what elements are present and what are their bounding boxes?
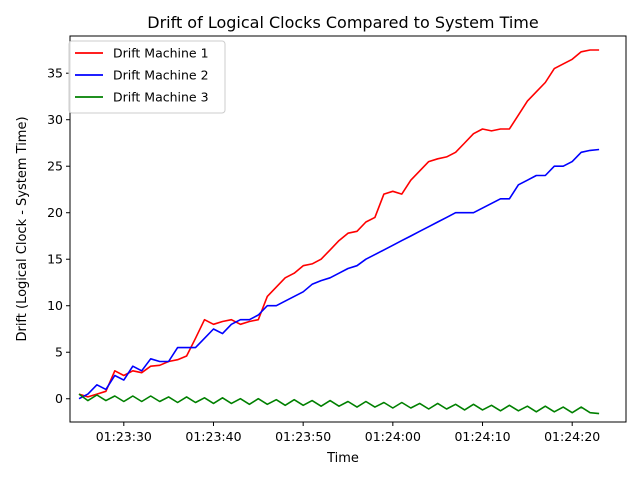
y-tick-label: 20 (47, 205, 63, 220)
legend-box (68, 40, 226, 114)
y-tick-label: 25 (47, 159, 63, 174)
x-tick-label: 01:24:00 (365, 429, 421, 444)
y-axis-label: Drift (Logical Clock - System Time) (15, 116, 30, 341)
x-tick-label: 01:23:40 (185, 429, 241, 444)
legend: Drift Machine 1 Drift Machine 2 Drift Mach… (68, 40, 226, 114)
legend-label-machine-2: Drift Machine 2 (113, 68, 209, 83)
y-tick-label: 35 (47, 66, 63, 81)
chart-title: Drift of Logical Clocks Compared to Syst… (147, 13, 538, 32)
series-line-machine-2 (78, 148, 600, 400)
series-line-machine-3 (78, 393, 600, 415)
y-tick-label: 0 (55, 391, 63, 406)
x-tick-label: 01:24:10 (454, 429, 510, 444)
x-tick-label: 01:23:50 (275, 429, 331, 444)
y-axis: 0 5 10 15 20 25 30 35 (47, 66, 70, 406)
x-axis: 01:23:30 01:23:40 01:23:50 01:24:00 01:24:10… (96, 422, 600, 444)
y-tick-label: 30 (47, 112, 63, 127)
plot-area (78, 49, 600, 415)
plot-frame (69, 35, 627, 423)
legend-label-machine-1: Drift Machine 1 (113, 46, 209, 61)
y-tick-label: 10 (47, 298, 63, 313)
series-line-machine-1 (78, 49, 600, 398)
x-tick-label: 01:23:30 (96, 429, 152, 444)
x-axis-label: Time (326, 451, 359, 466)
y-tick-label: 15 (47, 252, 63, 267)
x-tick-label: 01:24:20 (544, 429, 600, 444)
y-tick-label: 5 (55, 345, 63, 360)
legend-label-machine-3: Drift Machine 3 (113, 90, 209, 105)
